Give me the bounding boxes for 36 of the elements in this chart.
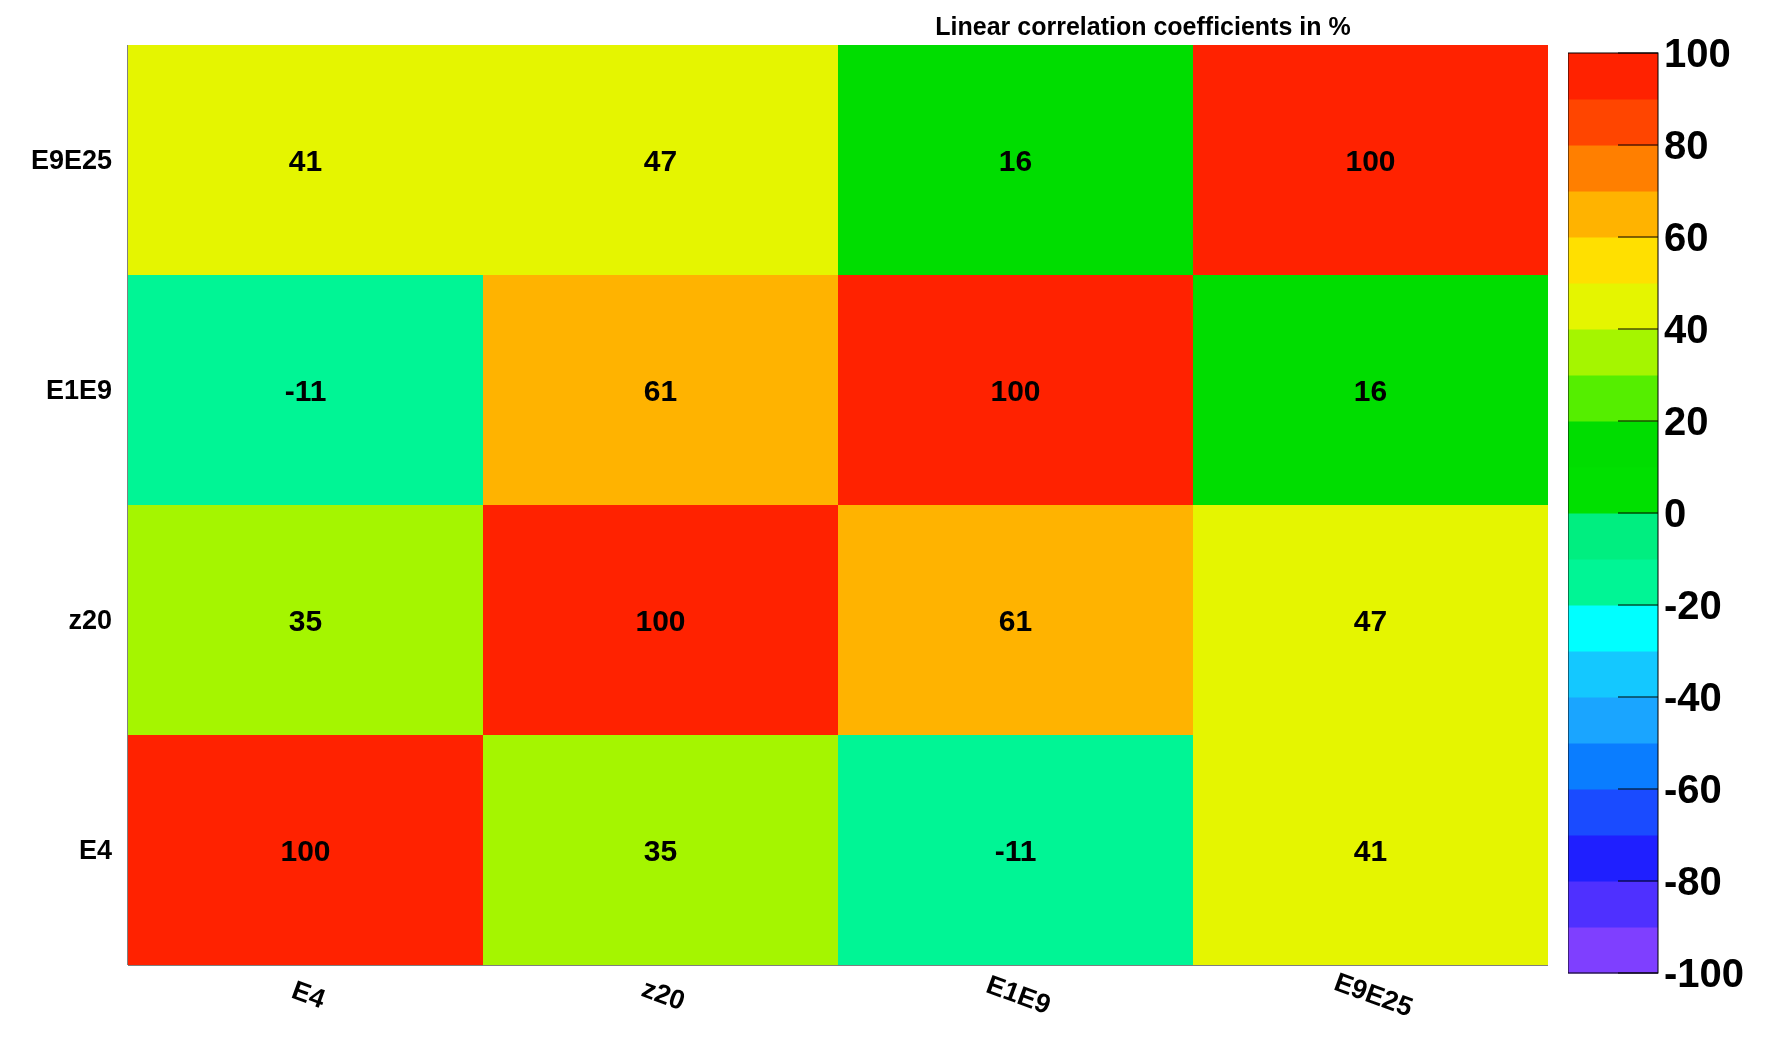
y-tick-label: E9E25 [30,145,112,175]
color-bar-label: -40 [1664,675,1722,719]
color-bar-label: 0 [1664,491,1687,535]
data-label: 16 [1353,373,1388,407]
data-label: 100 [635,603,686,637]
color-bar-label: 100 [1664,31,1731,75]
data-label: 47 [1353,603,1388,637]
color-bar-label: 80 [1664,123,1709,167]
x-tick-label: E4 [287,974,330,1015]
y-tick-label: E1E9 [45,375,112,405]
color-bar-label: 20 [1664,399,1709,443]
data-label: 47 [643,143,678,177]
data-label: 35 [288,603,323,637]
color-bar-label: -80 [1664,859,1722,903]
data-label: 100 [280,833,331,867]
data-label: 61 [643,373,678,407]
x-tick-label: E1E9 [982,969,1055,1020]
x-tick-label: z20 [637,973,690,1017]
y-tick-label: E4 [78,835,112,865]
color-bar-label: -60 [1664,767,1722,811]
data-label: -11 [284,373,327,407]
y-tick-label: z20 [68,605,112,635]
color-bar-label: -100 [1664,951,1745,995]
data-label: 61 [998,603,1033,637]
data-label: 41 [288,143,323,177]
x-tick-label: E9E25 [1330,966,1417,1023]
data-label: 100 [1345,143,1396,177]
color-bar-label: -20 [1664,583,1722,627]
color-bar-label: 60 [1664,215,1709,259]
data-label: 41 [1353,833,1388,867]
data-label: 100 [990,373,1041,407]
data-label: -11 [994,833,1037,867]
data-label: 35 [643,833,678,867]
data-label: 16 [998,143,1033,177]
color-bar-label: 40 [1664,307,1709,351]
chart-title: Linear correlation coefficients in % [934,12,1352,41]
